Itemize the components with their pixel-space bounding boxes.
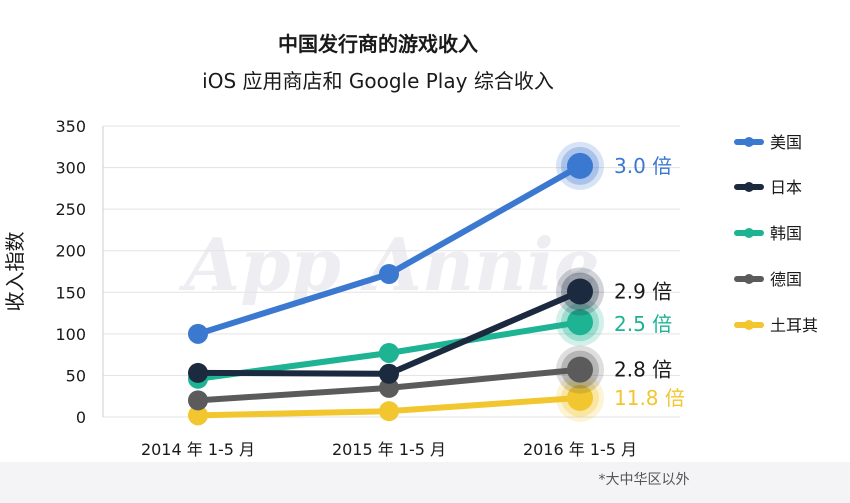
x-tick-label: 2015 年 1-5 月	[332, 440, 446, 459]
series-annotation: 3.0 倍	[614, 154, 672, 178]
legend-label: 美国	[770, 133, 802, 152]
data-point	[188, 390, 208, 411]
footer-band	[0, 462, 850, 503]
legend-marker	[744, 274, 754, 284]
legend-marker	[744, 182, 754, 192]
y-tick-label: 50	[66, 366, 86, 385]
data-point	[188, 323, 208, 344]
data-point	[379, 342, 399, 363]
y-tick-label: 150	[55, 283, 86, 302]
legend-label: 韩国	[770, 224, 802, 243]
chart-subtitle: iOS 应用商店和 Google Play 综合收入	[202, 69, 554, 93]
y-tick-label: 0	[76, 408, 86, 427]
chart-title: 中国发行商的游戏收入	[278, 32, 478, 56]
x-tick-label: 2014 年 1-5 月	[141, 440, 255, 459]
series-annotation: 2.5 倍	[614, 312, 672, 336]
legend-marker	[744, 228, 754, 238]
data-point	[567, 384, 593, 411]
data-point	[567, 152, 593, 179]
data-point	[379, 401, 399, 422]
legend-marker	[744, 320, 754, 330]
data-point	[379, 363, 399, 384]
y-tick-label: 100	[55, 325, 86, 344]
x-tick-label: 2016 年 1-5 月	[523, 440, 637, 459]
legend-label: 日本	[770, 178, 802, 197]
legend-label: 土耳其	[770, 316, 818, 335]
data-point	[567, 356, 593, 383]
data-point	[188, 405, 208, 426]
y-axis-label: 收入指数	[3, 232, 27, 312]
data-point	[379, 263, 399, 284]
data-point	[379, 377, 399, 398]
y-tick-label: 350	[55, 117, 86, 136]
y-tick-label: 300	[55, 159, 86, 178]
data-point	[567, 309, 593, 336]
data-point	[188, 362, 208, 383]
legend-marker	[744, 137, 754, 147]
series-annotation: 2.8 倍	[614, 358, 672, 382]
legend-label: 德国	[770, 270, 802, 289]
footnote: *大中华区以外	[599, 472, 690, 488]
data-point	[567, 278, 593, 305]
series-annotation: 11.8 倍	[614, 386, 685, 410]
y-tick-label: 250	[55, 200, 86, 219]
y-tick-label: 200	[55, 242, 86, 261]
series-annotation: 2.9 倍	[614, 279, 672, 303]
